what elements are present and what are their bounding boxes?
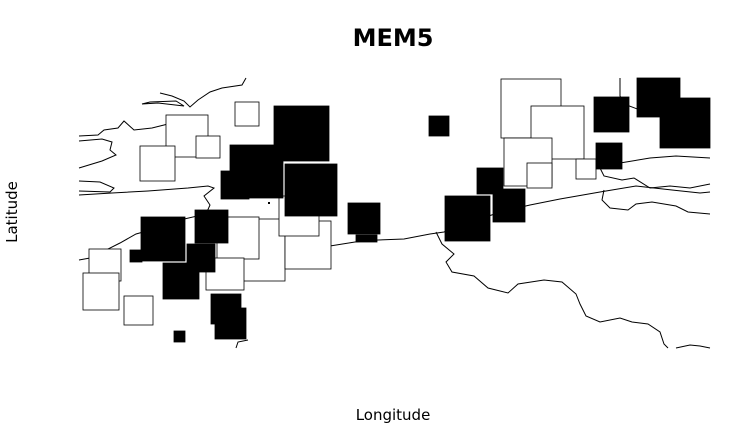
- station-square-positive: [593, 96, 630, 133]
- station-square-positive: [347, 202, 381, 235]
- station-square-positive: [355, 234, 378, 243]
- station-square-negative: [82, 272, 120, 311]
- x-axis-label: Longitude: [355, 406, 431, 424]
- coastline-north-1: [159, 77, 247, 108]
- station-square-negative: [526, 162, 553, 189]
- station-square-negative: [195, 135, 221, 159]
- coastline-east-tail: [675, 344, 711, 349]
- station-square-positive: [173, 330, 186, 343]
- coastline-north-4: [78, 138, 117, 169]
- station-square-positive: [129, 249, 143, 263]
- station-square-negative: [139, 145, 176, 182]
- y-axis-label: Latitude: [3, 181, 21, 243]
- station-square-negative: [123, 295, 154, 326]
- station-square-positive: [284, 163, 338, 217]
- map-title: MEM5: [352, 24, 434, 52]
- station-square-positive: [492, 188, 526, 223]
- station-square-positive: [140, 216, 186, 262]
- coastline-east: [435, 231, 669, 349]
- coastline-ne-4: [601, 189, 711, 215]
- station-square-positive: [659, 97, 711, 149]
- coastline-south-tip: [235, 339, 249, 349]
- station-dot: [268, 202, 270, 204]
- coastline-north-5: [78, 180, 115, 193]
- station-square-positive: [444, 195, 491, 242]
- coastline-ne-3: [619, 155, 711, 164]
- coastline-ne-2: [599, 167, 711, 189]
- station-square-positive: [220, 170, 250, 200]
- coastline-north-2: [141, 100, 185, 107]
- station-square-positive: [162, 262, 200, 300]
- station-square-positive: [194, 209, 229, 244]
- station-square-positive: [595, 142, 623, 170]
- station-square-negative: [575, 158, 597, 180]
- station-square-positive: [428, 115, 450, 137]
- station-square-positive: [214, 307, 247, 340]
- station-square-negative: [234, 101, 260, 127]
- magnitude-squares: [82, 77, 711, 343]
